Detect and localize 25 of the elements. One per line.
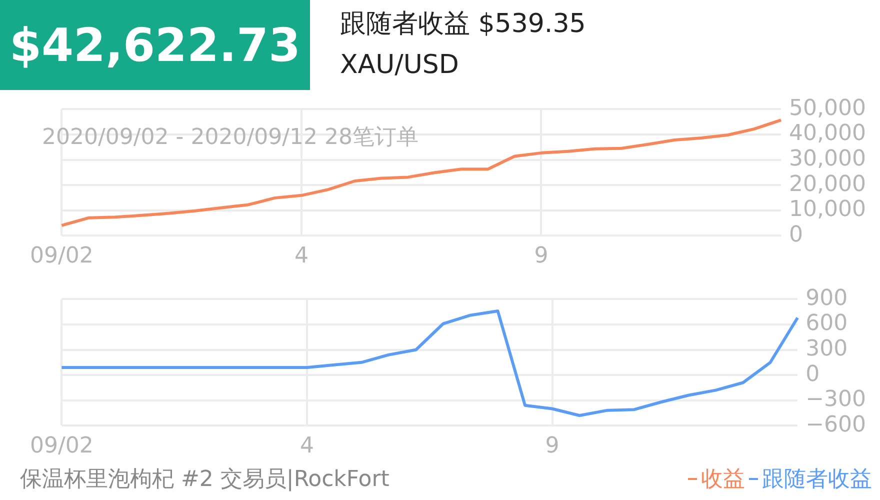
y-tick-label: −600 xyxy=(806,412,866,438)
legend-label: 跟随者收益 xyxy=(761,466,872,494)
y-tick-label: −300 xyxy=(806,387,866,412)
text: XAU/USD xyxy=(340,50,459,80)
x-tick-label: 9 xyxy=(534,244,548,269)
y-tick-label: 20,000 xyxy=(789,172,866,197)
annotation: 2020/09/02 - 2020/09/12 28笔订单 xyxy=(42,124,419,152)
y-tick-label: 0 xyxy=(789,222,804,248)
text: 保温杯里泡枸杞 #2 交易员|RockFort xyxy=(20,466,390,494)
y-tick-label: 300 xyxy=(806,336,848,362)
legend-label: 收益 xyxy=(700,466,745,494)
y-tick-label: 10,000 xyxy=(789,197,866,222)
x-tick-label: 09/02 xyxy=(30,434,94,459)
y-tick-label: 50,000 xyxy=(789,96,866,121)
chart-title: $42,622.73 xyxy=(0,0,310,90)
y-tick-label: 600 xyxy=(806,311,848,336)
x-tick-label: 09/02 xyxy=(30,244,94,269)
y-tick-label: 40,000 xyxy=(789,121,866,146)
x-tick-label: 9 xyxy=(545,434,560,459)
y-tick-label: 30,000 xyxy=(789,146,866,172)
x-tick-label: 4 xyxy=(294,244,308,269)
chart-subtitle: 跟随者收益 $539.35 xyxy=(340,8,586,41)
y-tick-label: 0 xyxy=(806,362,820,387)
x-tick-label: 4 xyxy=(300,434,314,459)
y-tick-label: 900 xyxy=(806,286,848,311)
